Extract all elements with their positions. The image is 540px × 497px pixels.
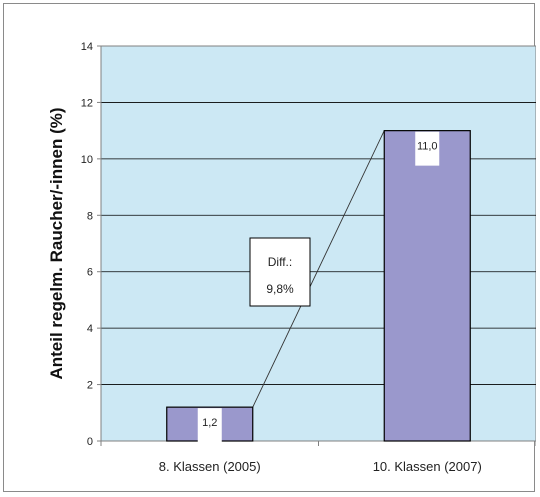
bar-chart: 0 2 4 6 8 10 12 14 8. Klassen (2005) 10. Klassen… xyxy=(47,41,536,474)
difference-line xyxy=(252,130,385,408)
annotation-value: 9,8% xyxy=(266,282,294,296)
chart-frame: 0 2 4 6 8 10 12 14 8. Klassen (2005) 10. Klassen… xyxy=(3,3,536,492)
y-tick-label: 12 xyxy=(81,97,93,109)
y-tick-label: 10 xyxy=(81,154,93,166)
y-tick-label: 4 xyxy=(87,323,93,335)
y-tick-label: 6 xyxy=(87,267,93,279)
y-tick-label: 0 xyxy=(87,436,93,448)
y-tick-label: 8 xyxy=(87,210,93,222)
data-label: 11,0 xyxy=(417,141,438,153)
data-label: 1,2 xyxy=(202,417,217,429)
bar xyxy=(383,130,471,442)
difference-annotation: Diff.: 9,8% xyxy=(249,237,311,307)
annotation-label: Diff.: xyxy=(268,255,292,269)
y-tick-label: 14 xyxy=(81,41,93,53)
x-category-label: 10. Klassen (2007) xyxy=(373,459,482,474)
y-axis-label: Anteil regelm. Raucher/-innen (%) xyxy=(47,107,66,379)
data-label-box xyxy=(197,408,222,443)
data-label-box xyxy=(415,131,440,166)
y-tick-label: 2 xyxy=(87,380,93,392)
x-category-label: 8. Klassen (2005) xyxy=(159,459,261,474)
